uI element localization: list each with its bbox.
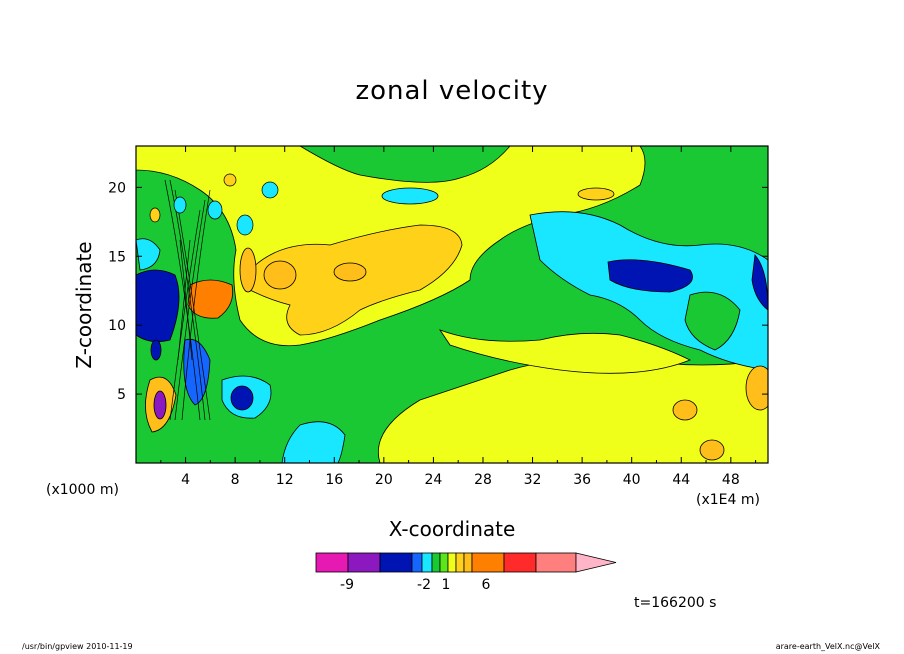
x-tick-label: 28 — [474, 472, 492, 488]
time-annotation: t=166200 s — [634, 595, 717, 611]
colorbar-label: -2 — [417, 577, 431, 593]
x-ticks: 4 8 12 16 20 24 28 32 36 40 44 48 — [160, 146, 757, 488]
field-cyan-lower — [281, 421, 346, 463]
field-yellow-mid — [438, 329, 691, 374]
field-left-blue — [136, 269, 180, 343]
field-left-blue3 — [150, 339, 162, 361]
colorbar-swatch — [535, 552, 577, 573]
y-tick-label: 10 — [108, 318, 126, 334]
field-cyan-top — [381, 187, 439, 205]
x-tick-label: 40 — [623, 472, 641, 488]
x-tick-label: 48 — [722, 472, 740, 488]
field-orange-lower-right2 — [699, 439, 725, 461]
x-tick-label: 8 — [231, 472, 240, 488]
y-ticks: 5 10 15 20 — [108, 180, 768, 403]
x-tick-label: 24 — [424, 472, 442, 488]
x-tick-label: 12 — [276, 472, 294, 488]
plot-area — [136, 146, 768, 463]
colorbar-swatch — [471, 552, 505, 573]
x-tick-label: 44 — [672, 472, 690, 488]
x-unit-label: (x1000 m) — [46, 482, 119, 498]
field-orange-edge — [745, 365, 768, 411]
colorbar-swatch — [447, 552, 457, 573]
x-tick-label: 4 — [181, 472, 190, 488]
field-orange-spot — [263, 260, 297, 290]
colorbar: -9 -2 1 6 — [315, 552, 617, 593]
colorbar-swatch — [503, 552, 537, 573]
colorbar-swatch — [431, 552, 441, 573]
colorbar-swatch — [347, 552, 381, 573]
field-orange-top-right — [577, 187, 615, 201]
y-tick-label: 5 — [117, 387, 126, 403]
footer-program: /usr/bin/gpview 2010-11-19 — [22, 642, 133, 651]
field-green-right-patch — [684, 291, 741, 351]
x-tick-label: 20 — [375, 472, 393, 488]
field-left-orange3 — [239, 247, 257, 293]
x-tick-label: 16 — [325, 472, 343, 488]
colorbar-label: 1 — [442, 577, 451, 593]
field-left-cyan — [136, 238, 161, 271]
colorbar-label: -9 — [340, 577, 354, 593]
colorbar-swatch — [463, 552, 473, 573]
field-upper-left-spots — [149, 173, 279, 236]
colorbar-label: 6 — [482, 577, 491, 593]
x-scale-label: (x1E4 m) — [696, 492, 760, 508]
chart-title: zonal velocity — [355, 76, 549, 106]
y-tick-label: 20 — [108, 180, 126, 196]
field-left-orange — [187, 279, 234, 319]
colorbar-arrow — [575, 552, 617, 573]
field-blue-right — [607, 259, 693, 293]
footer-file: arare-earth_VelX.nc@VelX — [775, 642, 880, 651]
colorbar-swatch — [421, 552, 433, 573]
colorbar-swatch — [379, 552, 413, 573]
field-blue-small — [230, 385, 254, 411]
field-left-purple — [153, 390, 167, 420]
y-tick-label: 15 — [108, 249, 126, 265]
colorbar-swatch — [455, 552, 465, 573]
field-yellow-lower — [378, 358, 768, 463]
colorbar-swatch — [439, 552, 449, 573]
field-orange-lower-right1 — [672, 399, 698, 421]
colorbar-swatch — [411, 552, 423, 573]
field-left-wave-lines — [164, 179, 211, 421]
x-tick-label: 36 — [573, 472, 591, 488]
x-axis-label: X-coordinate — [388, 517, 516, 541]
field-orange-spot2 — [333, 262, 367, 282]
colorbar-swatch — [315, 552, 349, 573]
plot-frame — [135, 145, 769, 464]
x-tick-label: 32 — [524, 472, 542, 488]
